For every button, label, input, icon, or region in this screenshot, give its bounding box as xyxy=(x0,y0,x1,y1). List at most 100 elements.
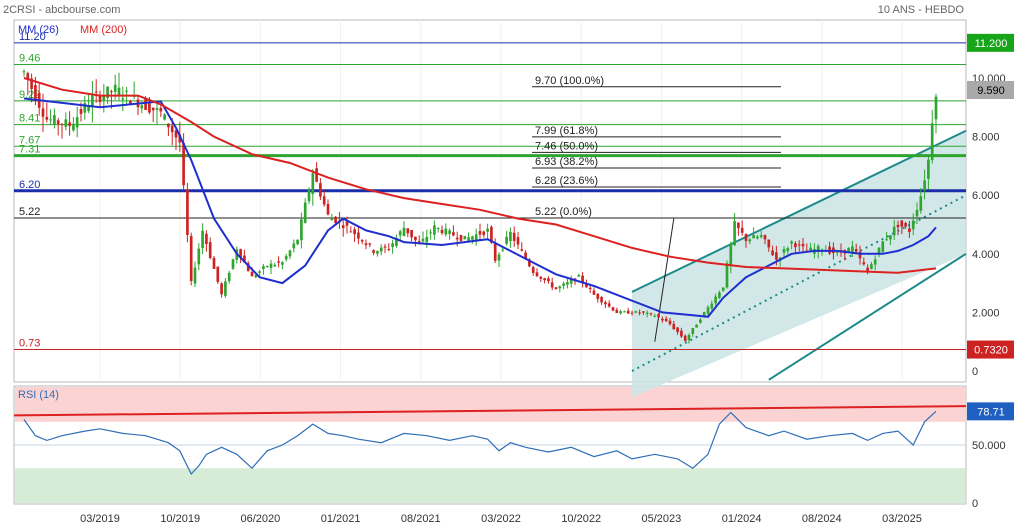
candle-body xyxy=(653,315,657,317)
candle-body xyxy=(433,225,436,235)
candle-body xyxy=(661,318,664,321)
candle-body xyxy=(262,266,265,269)
candle-body xyxy=(695,324,698,328)
candle-body xyxy=(930,123,934,161)
candle-body xyxy=(516,237,520,245)
candle-body xyxy=(436,228,440,230)
candle-body xyxy=(303,202,307,223)
candle-body xyxy=(144,98,147,110)
candle-body xyxy=(531,267,535,273)
level-label: 7.31 xyxy=(19,144,40,156)
candle-body xyxy=(759,235,763,238)
candle-body xyxy=(915,210,919,217)
candle-body xyxy=(398,231,402,236)
candle-body xyxy=(512,232,516,241)
candle-body xyxy=(277,261,280,263)
legend-ma200: MM (200) xyxy=(80,24,127,36)
candle-body xyxy=(725,263,729,288)
candle-body xyxy=(349,231,353,233)
candle-body xyxy=(201,230,204,248)
candle-body xyxy=(463,235,467,240)
candle-body xyxy=(619,311,622,314)
price-tag-box xyxy=(967,33,1014,52)
candle-body xyxy=(117,87,121,97)
candle-body xyxy=(900,220,904,227)
candle-body xyxy=(231,259,235,269)
candle-body xyxy=(45,116,49,120)
candle-body xyxy=(178,134,182,143)
candle-body xyxy=(391,243,394,248)
candle-body xyxy=(319,183,322,197)
candle-body xyxy=(205,233,208,245)
candle-body xyxy=(444,228,448,235)
x-tick-label: 08/2024 xyxy=(802,513,842,525)
candle-body xyxy=(790,241,793,244)
candle-body xyxy=(862,262,866,265)
candle-body xyxy=(402,227,406,236)
x-tick-label: 08/2021 xyxy=(401,513,441,525)
candle-body xyxy=(596,293,600,299)
candle-body xyxy=(269,263,273,268)
candle-body xyxy=(904,222,907,227)
candle-body xyxy=(208,242,212,259)
fibonacci-levels: 9.70 (100.0%) 7.99 (61.8%) 7.46 (50.0%) 6.9… xyxy=(532,75,781,219)
candle-body xyxy=(911,220,915,230)
candle-body xyxy=(718,292,721,299)
fib-label: 6.93 (38.2%) xyxy=(535,156,598,168)
chart-header-left: 2CRSI - abcbourse.com xyxy=(3,4,120,16)
candle-body xyxy=(98,96,102,102)
candle-body xyxy=(60,124,64,126)
price-tag-label: 11.200 xyxy=(975,38,1008,50)
candle-body xyxy=(744,234,748,241)
x-tick-label: 03/2019 xyxy=(80,513,120,525)
channel-fill xyxy=(632,130,966,398)
fib-label: 6.28 (23.6%) xyxy=(535,175,598,187)
candle-body xyxy=(167,123,170,128)
candle-body xyxy=(645,312,649,314)
candle-body xyxy=(383,246,387,248)
candle-body xyxy=(885,239,888,241)
candle-body xyxy=(273,264,277,267)
candle-body xyxy=(600,297,603,303)
candle-body xyxy=(121,98,125,100)
candle-body xyxy=(102,95,106,101)
candle-body xyxy=(357,232,360,239)
candle-body xyxy=(486,228,489,232)
legend-ma26: MM (26) xyxy=(18,24,59,36)
candle-body xyxy=(729,243,733,266)
candle-body xyxy=(528,259,531,267)
candle-body xyxy=(459,234,463,241)
candle-body xyxy=(341,225,345,228)
y-tick-label: 4.000 xyxy=(972,249,1000,261)
candle-body xyxy=(376,251,379,254)
candle-body xyxy=(174,130,178,138)
ma200-line xyxy=(23,77,937,274)
candle-body xyxy=(858,251,862,259)
candle-body xyxy=(216,266,220,282)
candle-body xyxy=(334,216,337,224)
candle-body xyxy=(748,239,752,242)
candle-body xyxy=(414,236,417,241)
candle-body xyxy=(360,240,364,242)
candle-body xyxy=(182,142,185,186)
rsi-line xyxy=(23,410,937,476)
candle-body xyxy=(239,249,242,258)
rsi-panel xyxy=(13,385,967,505)
candle-body xyxy=(53,115,56,125)
candle-body xyxy=(170,125,174,133)
candle-body xyxy=(83,103,87,113)
candle-body xyxy=(919,196,923,211)
rsi-overbought-zone xyxy=(15,387,965,422)
candle-body xyxy=(763,235,767,240)
candle-body xyxy=(501,249,505,251)
candle-body xyxy=(163,114,166,120)
candle-body xyxy=(634,311,638,313)
candle-body xyxy=(607,303,611,307)
candle-body xyxy=(908,228,911,232)
level-label: 0.73 xyxy=(19,338,40,350)
chart-header-right: 10 ANS - HEBDO xyxy=(878,4,965,16)
candle-body xyxy=(75,117,79,128)
ma26-line xyxy=(23,97,937,318)
candle-body xyxy=(140,105,144,109)
candle-body xyxy=(604,302,607,305)
